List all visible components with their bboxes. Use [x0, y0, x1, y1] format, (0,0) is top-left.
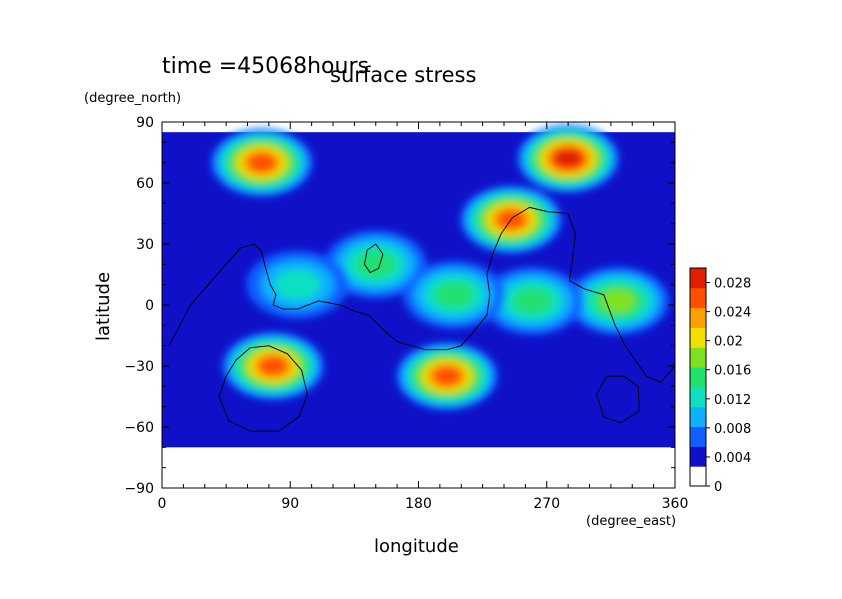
- y-tick-label: 60: [136, 176, 154, 192]
- colorbar-swatch: [690, 327, 706, 348]
- hotspot-5: [567, 266, 669, 335]
- hotspot-8: [403, 260, 506, 329]
- colorbar-tick-label: 0.008: [714, 422, 751, 437]
- continent-outline-2: [363, 243, 384, 274]
- colorbar-swatch: [690, 386, 706, 408]
- continent-outline-3: [596, 375, 640, 424]
- colorbar-swatch: [690, 268, 706, 289]
- colorbar-swatch: [690, 446, 706, 467]
- x-tick-label: 90: [281, 496, 299, 512]
- colorbar-swatch: [690, 406, 706, 428]
- x-tick-label: 360: [662, 496, 689, 512]
- contour-field: [162, 124, 675, 448]
- x-units-label: (degree_east): [586, 514, 676, 529]
- y-tick-label: −60: [124, 420, 154, 436]
- hotspot-1: [517, 124, 620, 193]
- colorbar-swatch: [690, 307, 706, 328]
- colorbar-tick-label: 0.02: [714, 335, 743, 350]
- hotspot-ring: [432, 366, 462, 386]
- y-tick-label: −30: [124, 359, 154, 375]
- hotspot-ring: [600, 289, 636, 313]
- x-tick-label: 270: [533, 496, 560, 512]
- hotspot-9: [246, 250, 349, 319]
- hotspot-ring: [434, 281, 474, 308]
- colorbar-tick-label: 0.028: [714, 277, 751, 292]
- colorbar-tick-label: 0.024: [714, 306, 751, 321]
- y-tick-label: 0: [145, 298, 154, 314]
- colorbar-frame: [689, 267, 707, 487]
- chart-title: surface stress: [330, 63, 476, 87]
- hotspot-ring: [356, 251, 396, 278]
- hotspot-ring: [247, 153, 276, 173]
- hotspot-0: [210, 128, 313, 197]
- y-axis-label: latitude: [93, 272, 114, 341]
- axes: 0 90 180 270 360 −90 −60 −30 0 30 60 90: [124, 115, 688, 512]
- hotspot-ring: [554, 149, 582, 168]
- colorbar-swatch: [690, 466, 706, 487]
- hotspot-ring: [274, 269, 321, 300]
- continent-outline-0: [168, 206, 675, 383]
- y-tick-label: −90: [124, 481, 154, 497]
- colorbar-swatch: [690, 287, 706, 309]
- colorbar-swatch: [690, 347, 706, 368]
- hotspot-6: [481, 266, 584, 335]
- y-tick-label: 90: [136, 115, 154, 131]
- colorbar-tick-label: 0.004: [714, 451, 751, 466]
- colorbar-tick-label: 0.012: [714, 393, 751, 408]
- colorbar-swatch: [690, 367, 706, 388]
- y-units-label: (degree_north): [84, 91, 181, 106]
- continent-outline-1: [218, 345, 308, 432]
- hotspot-3: [222, 332, 325, 400]
- colorbar: 0 0.004 0.008 0.012 0.016 0.02 0.024 0.028: [689, 267, 751, 495]
- y-tick-label: 30: [136, 237, 154, 253]
- x-tick-label: 0: [158, 496, 167, 512]
- colorbar-tick-label: 0: [714, 480, 722, 495]
- hotspot-4: [396, 342, 498, 411]
- time-label: time =45068hours: [162, 54, 369, 79]
- colorbar-swatch: [690, 426, 706, 447]
- hotspot-ring: [258, 356, 288, 376]
- x-tick-label: 180: [405, 496, 432, 512]
- hotspot-ring: [513, 287, 552, 314]
- continent-outlines: [168, 206, 675, 432]
- x-axis-label: longitude: [374, 536, 459, 557]
- colorbar-tick-label: 0.016: [714, 364, 751, 379]
